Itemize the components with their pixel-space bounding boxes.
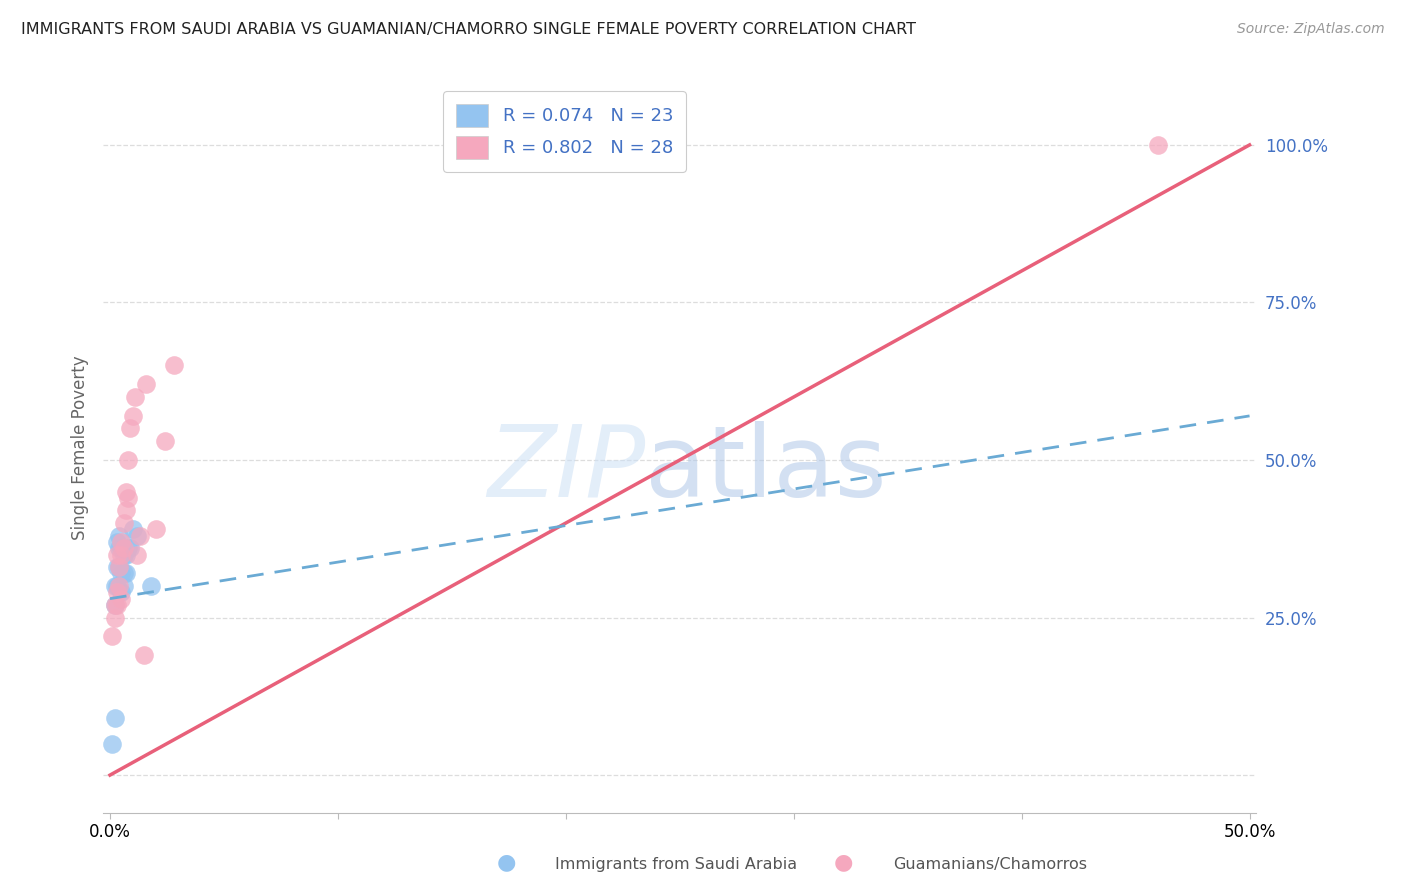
Point <box>121 522 143 536</box>
Point <box>103 598 125 612</box>
Point <box>153 434 176 449</box>
Point <box>105 548 128 562</box>
Point <box>127 548 149 562</box>
Point <box>105 598 128 612</box>
Point <box>103 711 125 725</box>
Point <box>101 630 124 644</box>
Point <box>110 541 132 556</box>
Point <box>110 585 132 599</box>
Point <box>145 522 167 536</box>
Text: Guamanians/Chamorros: Guamanians/Chamorros <box>893 857 1087 872</box>
Text: Immigrants from Saudi Arabia: Immigrants from Saudi Arabia <box>555 857 797 872</box>
Text: IMMIGRANTS FROM SAUDI ARABIA VS GUAMANIAN/CHAMORRO SINGLE FEMALE POVERTY CORRELA: IMMIGRANTS FROM SAUDI ARABIA VS GUAMANIA… <box>21 22 917 37</box>
Point <box>112 566 135 581</box>
Point <box>139 579 162 593</box>
Text: Source: ZipAtlas.com: Source: ZipAtlas.com <box>1237 22 1385 37</box>
Point <box>115 548 138 562</box>
Text: ●: ● <box>496 853 516 872</box>
Point <box>117 453 139 467</box>
Point <box>163 359 186 373</box>
Point <box>115 484 138 499</box>
Point <box>134 648 156 663</box>
Y-axis label: Single Female Poverty: Single Female Poverty <box>72 355 89 540</box>
Text: atlas: atlas <box>645 421 887 518</box>
Point <box>112 579 135 593</box>
Point <box>108 528 131 542</box>
Point <box>112 516 135 530</box>
Text: ZIP: ZIP <box>486 421 645 518</box>
Legend: R = 0.074   N = 23, R = 0.802   N = 28: R = 0.074 N = 23, R = 0.802 N = 28 <box>443 91 686 171</box>
Point <box>103 610 125 624</box>
Point <box>117 541 139 556</box>
Point <box>124 390 146 404</box>
Point <box>105 535 128 549</box>
Point <box>103 579 125 593</box>
Point <box>110 591 132 606</box>
Point <box>103 598 125 612</box>
Point <box>110 548 132 562</box>
Point <box>105 560 128 574</box>
Point <box>120 421 142 435</box>
Point <box>135 377 157 392</box>
Point <box>128 528 150 542</box>
Point <box>127 528 149 542</box>
Point <box>120 541 142 556</box>
Point <box>108 579 131 593</box>
Point <box>110 566 132 581</box>
Point <box>108 560 131 574</box>
Point <box>110 535 132 549</box>
Point <box>121 409 143 423</box>
Point <box>112 548 135 562</box>
Point <box>112 541 135 556</box>
Point <box>101 737 124 751</box>
Text: ●: ● <box>834 853 853 872</box>
Point <box>108 541 131 556</box>
Point <box>105 585 128 599</box>
Point <box>117 491 139 505</box>
Point <box>115 503 138 517</box>
Point <box>1147 137 1170 152</box>
Point <box>115 566 138 581</box>
Point <box>105 579 128 593</box>
Point <box>108 560 131 574</box>
